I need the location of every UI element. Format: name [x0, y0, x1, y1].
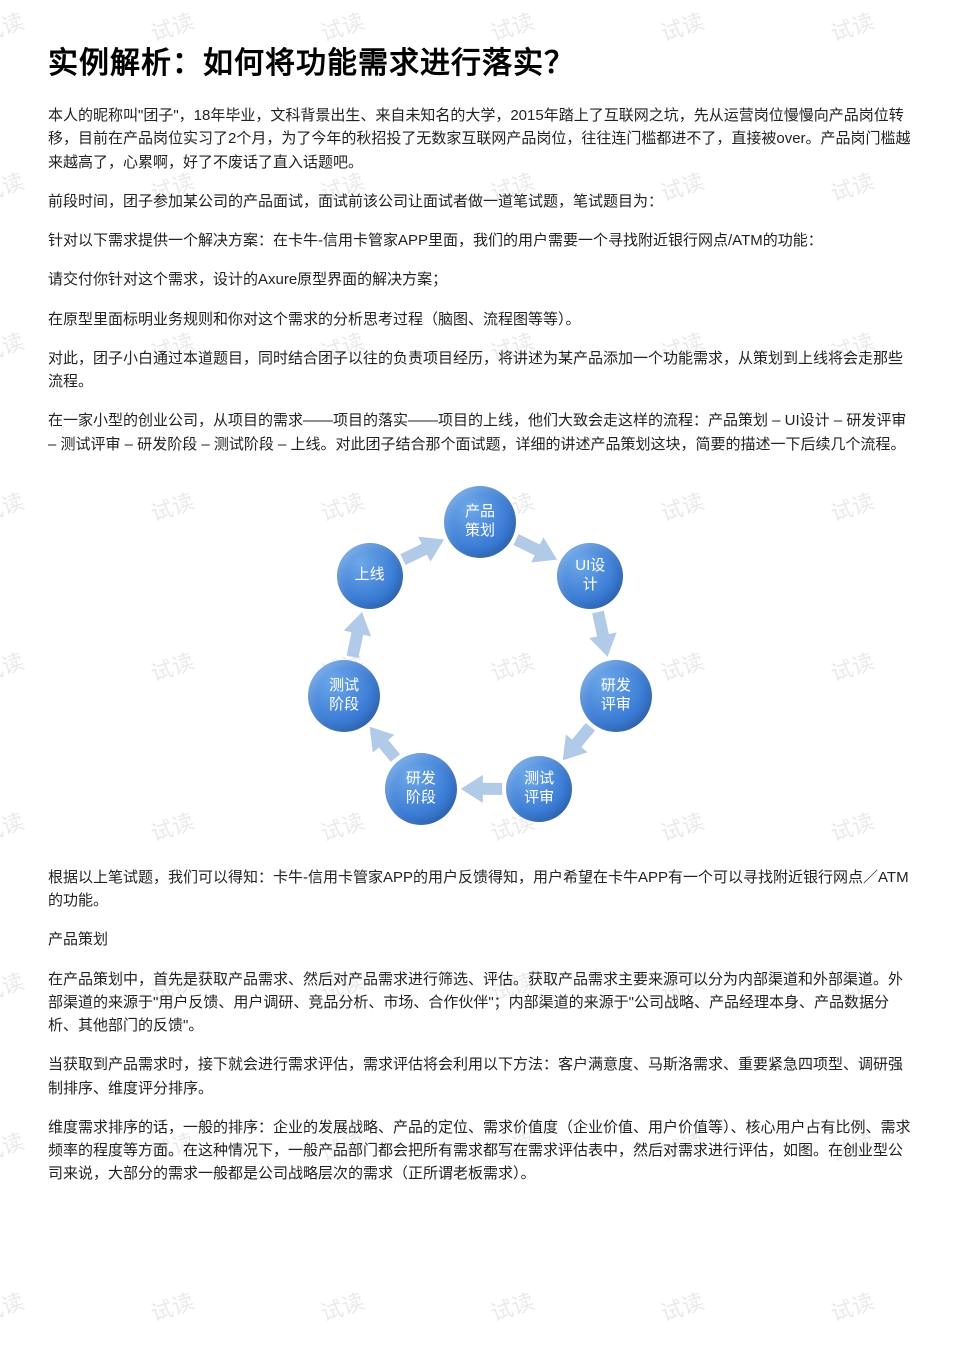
- cycle-node: UI设 计: [557, 543, 623, 609]
- paragraph: 本人的昵称叫"团子"，18年毕业，文科背景出生、来自未知名的大学，2015年踏上…: [48, 104, 912, 174]
- paragraph: 在产品策划中，首先是获取产品需求、然后对产品需求进行筛选、评估。获取产品需求主要…: [48, 968, 912, 1038]
- paragraph: 在一家小型的创业公司，从项目的需求——项目的落实——项目的上线，他们大致会走这样…: [48, 409, 912, 456]
- paragraph: 维度需求排序的话，一般的排序：企业的发展战略、产品的定位、需求价值度（企业价值、…: [48, 1116, 912, 1186]
- cycle-arrow: [563, 723, 595, 760]
- cycle-node: 产品 策划: [444, 486, 516, 558]
- cycle-diagram-wrap: 产品 策划 UI设 计研发 评审测试 评审研发 阶段测试 阶段 上线: [48, 472, 912, 852]
- watermark-text: 试读: [0, 1284, 28, 1328]
- cycle-arrow: [589, 611, 616, 657]
- paragraphs-before: 本人的昵称叫"团子"，18年毕业，文科背景出生、来自未知名的大学，2015年踏上…: [48, 104, 912, 456]
- cycle-node: 上线: [337, 543, 403, 609]
- watermark-text: 试读: [146, 1284, 198, 1328]
- paragraph: 根据以上笔试题，我们可以得知：卡牛-信用卡管家APP的用户反馈得知，用户希望在卡…: [48, 866, 912, 913]
- document-content: 实例解析：如何将功能需求进行落实？ 本人的昵称叫"团子"，18年毕业，文科背景出…: [0, 0, 960, 1186]
- paragraph: 产品策划: [48, 928, 912, 951]
- paragraph: 当获取到产品需求时，接下就会进行需求评估，需求评估将会利用以下方法：客户满意度、…: [48, 1053, 912, 1100]
- cycle-arrow: [400, 536, 444, 564]
- paragraph: 前段时间，团子参加某公司的产品面试，面试前该公司让面试者做一道笔试题，笔试题目为…: [48, 190, 912, 213]
- cycle-arrow: [461, 775, 502, 803]
- cycle-arrow: [370, 726, 400, 761]
- watermark-text: 试读: [486, 1284, 538, 1328]
- paragraph: 针对以下需求提供一个解决方案：在卡牛-信用卡管家APP里面，我们的用户需要一个寻…: [48, 229, 912, 252]
- cycle-arrow: [344, 612, 371, 658]
- paragraph: 请交付你针对这个需求，设计的Axure原型界面的解决方案；: [48, 268, 912, 291]
- watermark-text: 试读: [826, 1284, 878, 1328]
- cycle-node: 研发 评审: [580, 660, 652, 732]
- cycle-node: 研发 阶段: [385, 753, 457, 825]
- page-title: 实例解析：如何将功能需求进行落实？: [48, 38, 912, 82]
- cycle-node: 测试 评审: [506, 756, 572, 822]
- watermark-text: 试读: [656, 1284, 708, 1328]
- watermark-text: 试读: [316, 1284, 368, 1328]
- cycle-arrow: [513, 534, 557, 562]
- cycle-node: 测试 阶段: [308, 660, 380, 732]
- paragraph: 在原型里面标明业务规则和你对这个需求的分析思考过程（脑图、流程图等等）。: [48, 308, 912, 331]
- paragraph: 对此，团子小白通过本道题目，同时结合团子以往的负责项目经历，将讲述为某产品添加一…: [48, 347, 912, 394]
- paragraphs-after: 根据以上笔试题，我们可以得知：卡牛-信用卡管家APP的用户反馈得知，用户希望在卡…: [48, 866, 912, 1186]
- cycle-diagram: 产品 策划 UI设 计研发 评审测试 评审研发 阶段测试 阶段 上线: [290, 472, 670, 852]
